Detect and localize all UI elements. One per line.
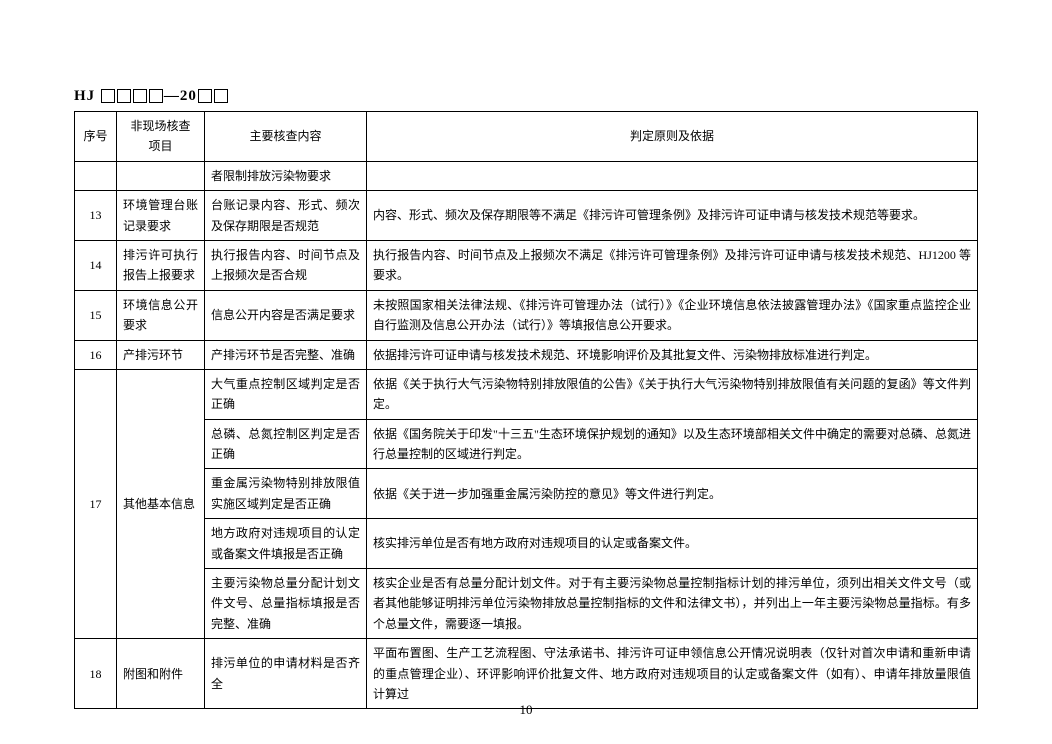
document-page: HJ —20 序号 非现场核查项目 主要核查内容 判定原则及依据 者限制排放污染… xyxy=(0,0,1052,744)
table-row: 者限制排放污染物要求 xyxy=(75,161,978,190)
cell-content: 主要污染物总量分配计划文件文号、总量指标填报是否完整、准确 xyxy=(205,569,367,639)
cell-item: 环境管理台账记录要求 xyxy=(117,191,205,241)
table-row: 地方政府对违规项目的认定或备案文件填报是否正确 核实排污单位是否有地方政府对违规… xyxy=(75,519,978,569)
cell-criteria: 内容、形式、频次及保存期限等不满足《排污许可管理条例》及排污许可证申请与核发技术… xyxy=(367,191,978,241)
cell-content: 产排污环节是否完整、准确 xyxy=(205,340,367,369)
cell-criteria: 核实企业是否有总量分配计划文件。对于有主要污染物总量控制指标计划的排污单位，须列… xyxy=(367,569,978,639)
header-prefix: HJ xyxy=(74,88,95,104)
table-row: 14 排污许可执行报告上报要求 执行报告内容、时间节点及上报频次是否合规 执行报… xyxy=(75,240,978,290)
table-row: 16 产排污环节 产排污环节是否完整、准确 依据排污许可证申请与核发技术规范、环… xyxy=(75,340,978,369)
col-header-item: 非现场核查项目 xyxy=(117,112,205,162)
table-row: 总磷、总氮控制区判定是否正确 依据《国务院关于印发"十三五"生态环境保护规划的通… xyxy=(75,419,978,469)
cell-content: 大气重点控制区域判定是否正确 xyxy=(205,369,367,419)
col-header-no: 序号 xyxy=(75,112,117,162)
table-row: 主要污染物总量分配计划文件文号、总量指标填报是否完整、准确 核实企业是否有总量分… xyxy=(75,569,978,639)
table-row: 18 附图和附件 排污单位的申请材料是否齐全 平面布置图、生产工艺流程图、守法承… xyxy=(75,639,978,709)
cell-content: 者限制排放污染物要求 xyxy=(205,161,367,190)
cell-item: 产排污环节 xyxy=(117,340,205,369)
cell-no: 14 xyxy=(75,240,117,290)
header-mid: —20 xyxy=(164,88,197,104)
table-row: 13 环境管理台账记录要求 台账记录内容、形式、频次及保存期限是否规范 内容、形… xyxy=(75,191,978,241)
cell-criteria: 依据《关于进一步加强重金属污染防控的意见》等文件进行判定。 xyxy=(367,469,978,519)
cell-content: 执行报告内容、时间节点及上报频次是否合规 xyxy=(205,240,367,290)
cell-criteria: 依据《国务院关于印发"十三五"生态环境保护规划的通知》以及生态环境部相关文件中确… xyxy=(367,419,978,469)
table-row: 17 其他基本信息 大气重点控制区域判定是否正确 依据《关于执行大气污染物特别排… xyxy=(75,369,978,419)
cell-item: 环境信息公开要求 xyxy=(117,290,205,340)
cell-no: 18 xyxy=(75,639,117,709)
cell-no xyxy=(75,161,117,190)
cell-item: 其他基本信息 xyxy=(117,369,205,638)
cell-criteria: 核实排污单位是否有地方政府对违规项目的认定或备案文件。 xyxy=(367,519,978,569)
cell-item: 附图和附件 xyxy=(117,639,205,709)
cell-no: 15 xyxy=(75,290,117,340)
cell-content: 重金属污染物特别排放限值实施区域判定是否正确 xyxy=(205,469,367,519)
cell-no: 17 xyxy=(75,369,117,638)
cell-criteria: 执行报告内容、时间节点及上报频次不满足《排污许可管理条例》及排污许可证申请与核发… xyxy=(367,240,978,290)
cell-content: 总磷、总氮控制区判定是否正确 xyxy=(205,419,367,469)
checklist-table: 序号 非现场核查项目 主要核查内容 判定原则及依据 者限制排放污染物要求 13 … xyxy=(74,111,978,709)
cell-criteria: 平面布置图、生产工艺流程图、守法承诺书、排污许可证申领信息公开情况说明表（仅针对… xyxy=(367,639,978,709)
cell-item: 排污许可执行报告上报要求 xyxy=(117,240,205,290)
cell-criteria: 未按照国家相关法律法规、《排污许可管理办法（试行）》《企业环境信息依法披露管理办… xyxy=(367,290,978,340)
doc-header: HJ —20 xyxy=(74,88,978,105)
cell-item xyxy=(117,161,205,190)
cell-content: 排污单位的申请材料是否齐全 xyxy=(205,639,367,709)
col-header-criteria: 判定原则及依据 xyxy=(367,112,978,162)
page-number: 10 xyxy=(0,702,1052,718)
table-row: 重金属污染物特别排放限值实施区域判定是否正确 依据《关于进一步加强重金属污染防控… xyxy=(75,469,978,519)
cell-criteria: 依据《关于执行大气污染物特别排放限值的公告》《关于执行大气污染物特别排放限值有关… xyxy=(367,369,978,419)
cell-content: 信息公开内容是否满足要求 xyxy=(205,290,367,340)
cell-criteria: 依据排污许可证申请与核发技术规范、环境影响评价及其批复文件、污染物排放标准进行判… xyxy=(367,340,978,369)
cell-content: 地方政府对违规项目的认定或备案文件填报是否正确 xyxy=(205,519,367,569)
table-header-row: 序号 非现场核查项目 主要核查内容 判定原则及依据 xyxy=(75,112,978,162)
cell-no: 13 xyxy=(75,191,117,241)
cell-content: 台账记录内容、形式、频次及保存期限是否规范 xyxy=(205,191,367,241)
cell-no: 16 xyxy=(75,340,117,369)
cell-criteria xyxy=(367,161,978,190)
col-header-content: 主要核查内容 xyxy=(205,112,367,162)
table-row: 15 环境信息公开要求 信息公开内容是否满足要求 未按照国家相关法律法规、《排污… xyxy=(75,290,978,340)
